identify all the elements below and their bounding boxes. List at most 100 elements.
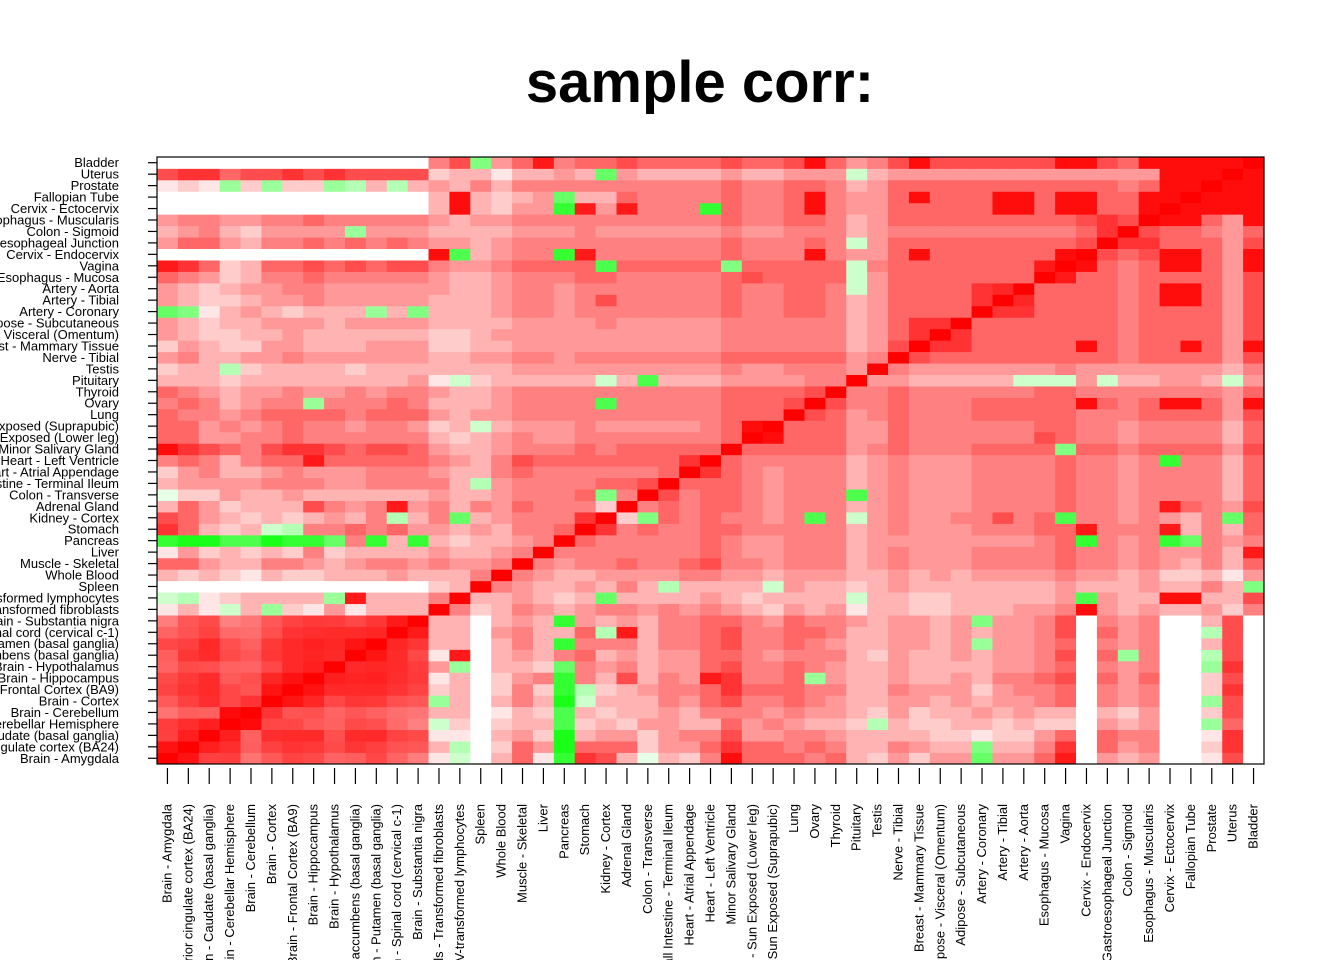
heatmap-cell	[470, 501, 491, 513]
heatmap-cell	[992, 501, 1013, 513]
heatmap-cell	[220, 592, 241, 604]
heatmap-cell	[867, 695, 888, 707]
heatmap-cell	[763, 203, 784, 215]
heatmap-cell	[1201, 329, 1222, 341]
heatmap-cell	[1013, 203, 1034, 215]
heatmap-cell	[470, 443, 491, 455]
heatmap-cell	[178, 363, 199, 375]
heatmap-cell	[1201, 375, 1222, 387]
heatmap-cell	[825, 306, 846, 318]
heatmap-cell	[241, 684, 262, 696]
heatmap-cell	[721, 512, 742, 524]
heatmap-cell	[449, 352, 470, 364]
heatmap-cell	[658, 672, 679, 684]
heatmap-cell	[157, 466, 178, 478]
heatmap-cell	[345, 226, 366, 238]
heatmap-cell	[700, 168, 721, 180]
heatmap-cell	[345, 627, 366, 639]
heatmap-cell	[721, 283, 742, 295]
heatmap-cell	[429, 604, 450, 616]
heatmap-cell	[491, 569, 512, 581]
heatmap-cell	[721, 661, 742, 673]
heatmap-cell	[554, 638, 575, 650]
heatmap-cell	[199, 226, 220, 238]
heatmap-cell	[930, 512, 951, 524]
heatmap-cell	[199, 707, 220, 719]
heatmap-cell	[324, 157, 345, 169]
heatmap-cell	[700, 615, 721, 627]
heatmap-cell	[1034, 684, 1055, 696]
heatmap-cell	[178, 329, 199, 341]
heatmap-cell	[449, 283, 470, 295]
heatmap-cell	[408, 432, 429, 444]
heatmap-cell	[784, 249, 805, 261]
heatmap-cell	[282, 604, 303, 616]
heatmap-cell	[1222, 340, 1243, 352]
heatmap-cell	[992, 386, 1013, 398]
heatmap-cell	[1118, 615, 1139, 627]
heatmap-cell	[533, 352, 554, 364]
heatmap-cell	[1180, 317, 1201, 329]
heatmap-cell	[366, 249, 387, 261]
heatmap-cell	[512, 432, 533, 444]
heatmap-cell	[1222, 684, 1243, 696]
heatmap-cell	[512, 306, 533, 318]
heatmap-cell	[1243, 649, 1264, 661]
heatmap-cell	[220, 615, 241, 627]
heatmap-cell	[992, 294, 1013, 306]
x-tick-label: Brain - Cerebellum	[243, 804, 258, 912]
heatmap-cell	[449, 535, 470, 547]
heatmap-cell	[220, 363, 241, 375]
heatmap-cell	[972, 707, 993, 719]
heatmap-cell	[930, 294, 951, 306]
x-tick-label: Bladder	[1246, 803, 1261, 848]
heatmap-cell	[366, 443, 387, 455]
heatmap-cell	[387, 558, 408, 570]
heatmap-cell	[429, 180, 450, 192]
heatmap-cell	[637, 489, 658, 501]
heatmap-cell	[1139, 157, 1160, 169]
heatmap-cell	[157, 478, 178, 490]
heatmap-cell	[658, 627, 679, 639]
heatmap-cell	[972, 249, 993, 261]
heatmap-cell	[220, 718, 241, 730]
heatmap-cell	[261, 420, 282, 432]
heatmap-cell	[721, 638, 742, 650]
heatmap-cell	[199, 512, 220, 524]
heatmap-cell	[721, 615, 742, 627]
heatmap-cell	[366, 432, 387, 444]
heatmap-cell	[178, 249, 199, 261]
heatmap-cell	[575, 649, 596, 661]
heatmap-cell	[972, 168, 993, 180]
heatmap-cell	[867, 283, 888, 295]
heatmap-cell	[700, 604, 721, 616]
heatmap-cell	[721, 272, 742, 284]
heatmap-cell	[157, 661, 178, 673]
heatmap-cell	[324, 329, 345, 341]
heatmap-cell	[324, 535, 345, 547]
heatmap-cell	[951, 260, 972, 272]
heatmap-cell	[951, 157, 972, 169]
heatmap-cell	[951, 695, 972, 707]
heatmap-cell	[721, 237, 742, 249]
heatmap-cell	[658, 191, 679, 203]
x-tick-label: Cells - EBV-transformed lymphocytes	[452, 804, 467, 960]
heatmap-cell	[470, 329, 491, 341]
heatmap-cell	[554, 512, 575, 524]
heatmap-cell	[157, 317, 178, 329]
heatmap-cell	[1055, 443, 1076, 455]
x-tick-label: Artery - Tibial	[995, 804, 1010, 881]
heatmap-cell	[345, 363, 366, 375]
heatmap-cell	[825, 398, 846, 410]
heatmap-cell	[825, 272, 846, 284]
heatmap-cell	[178, 718, 199, 730]
heatmap-cell	[324, 237, 345, 249]
heatmap-cell	[1034, 432, 1055, 444]
heatmap-cell	[951, 684, 972, 696]
heatmap-cell	[429, 409, 450, 421]
heatmap-cell	[1118, 569, 1139, 581]
heatmap-cell	[1097, 615, 1118, 627]
heatmap-cell	[324, 661, 345, 673]
heatmap-cell	[679, 203, 700, 215]
heatmap-cell	[157, 432, 178, 444]
